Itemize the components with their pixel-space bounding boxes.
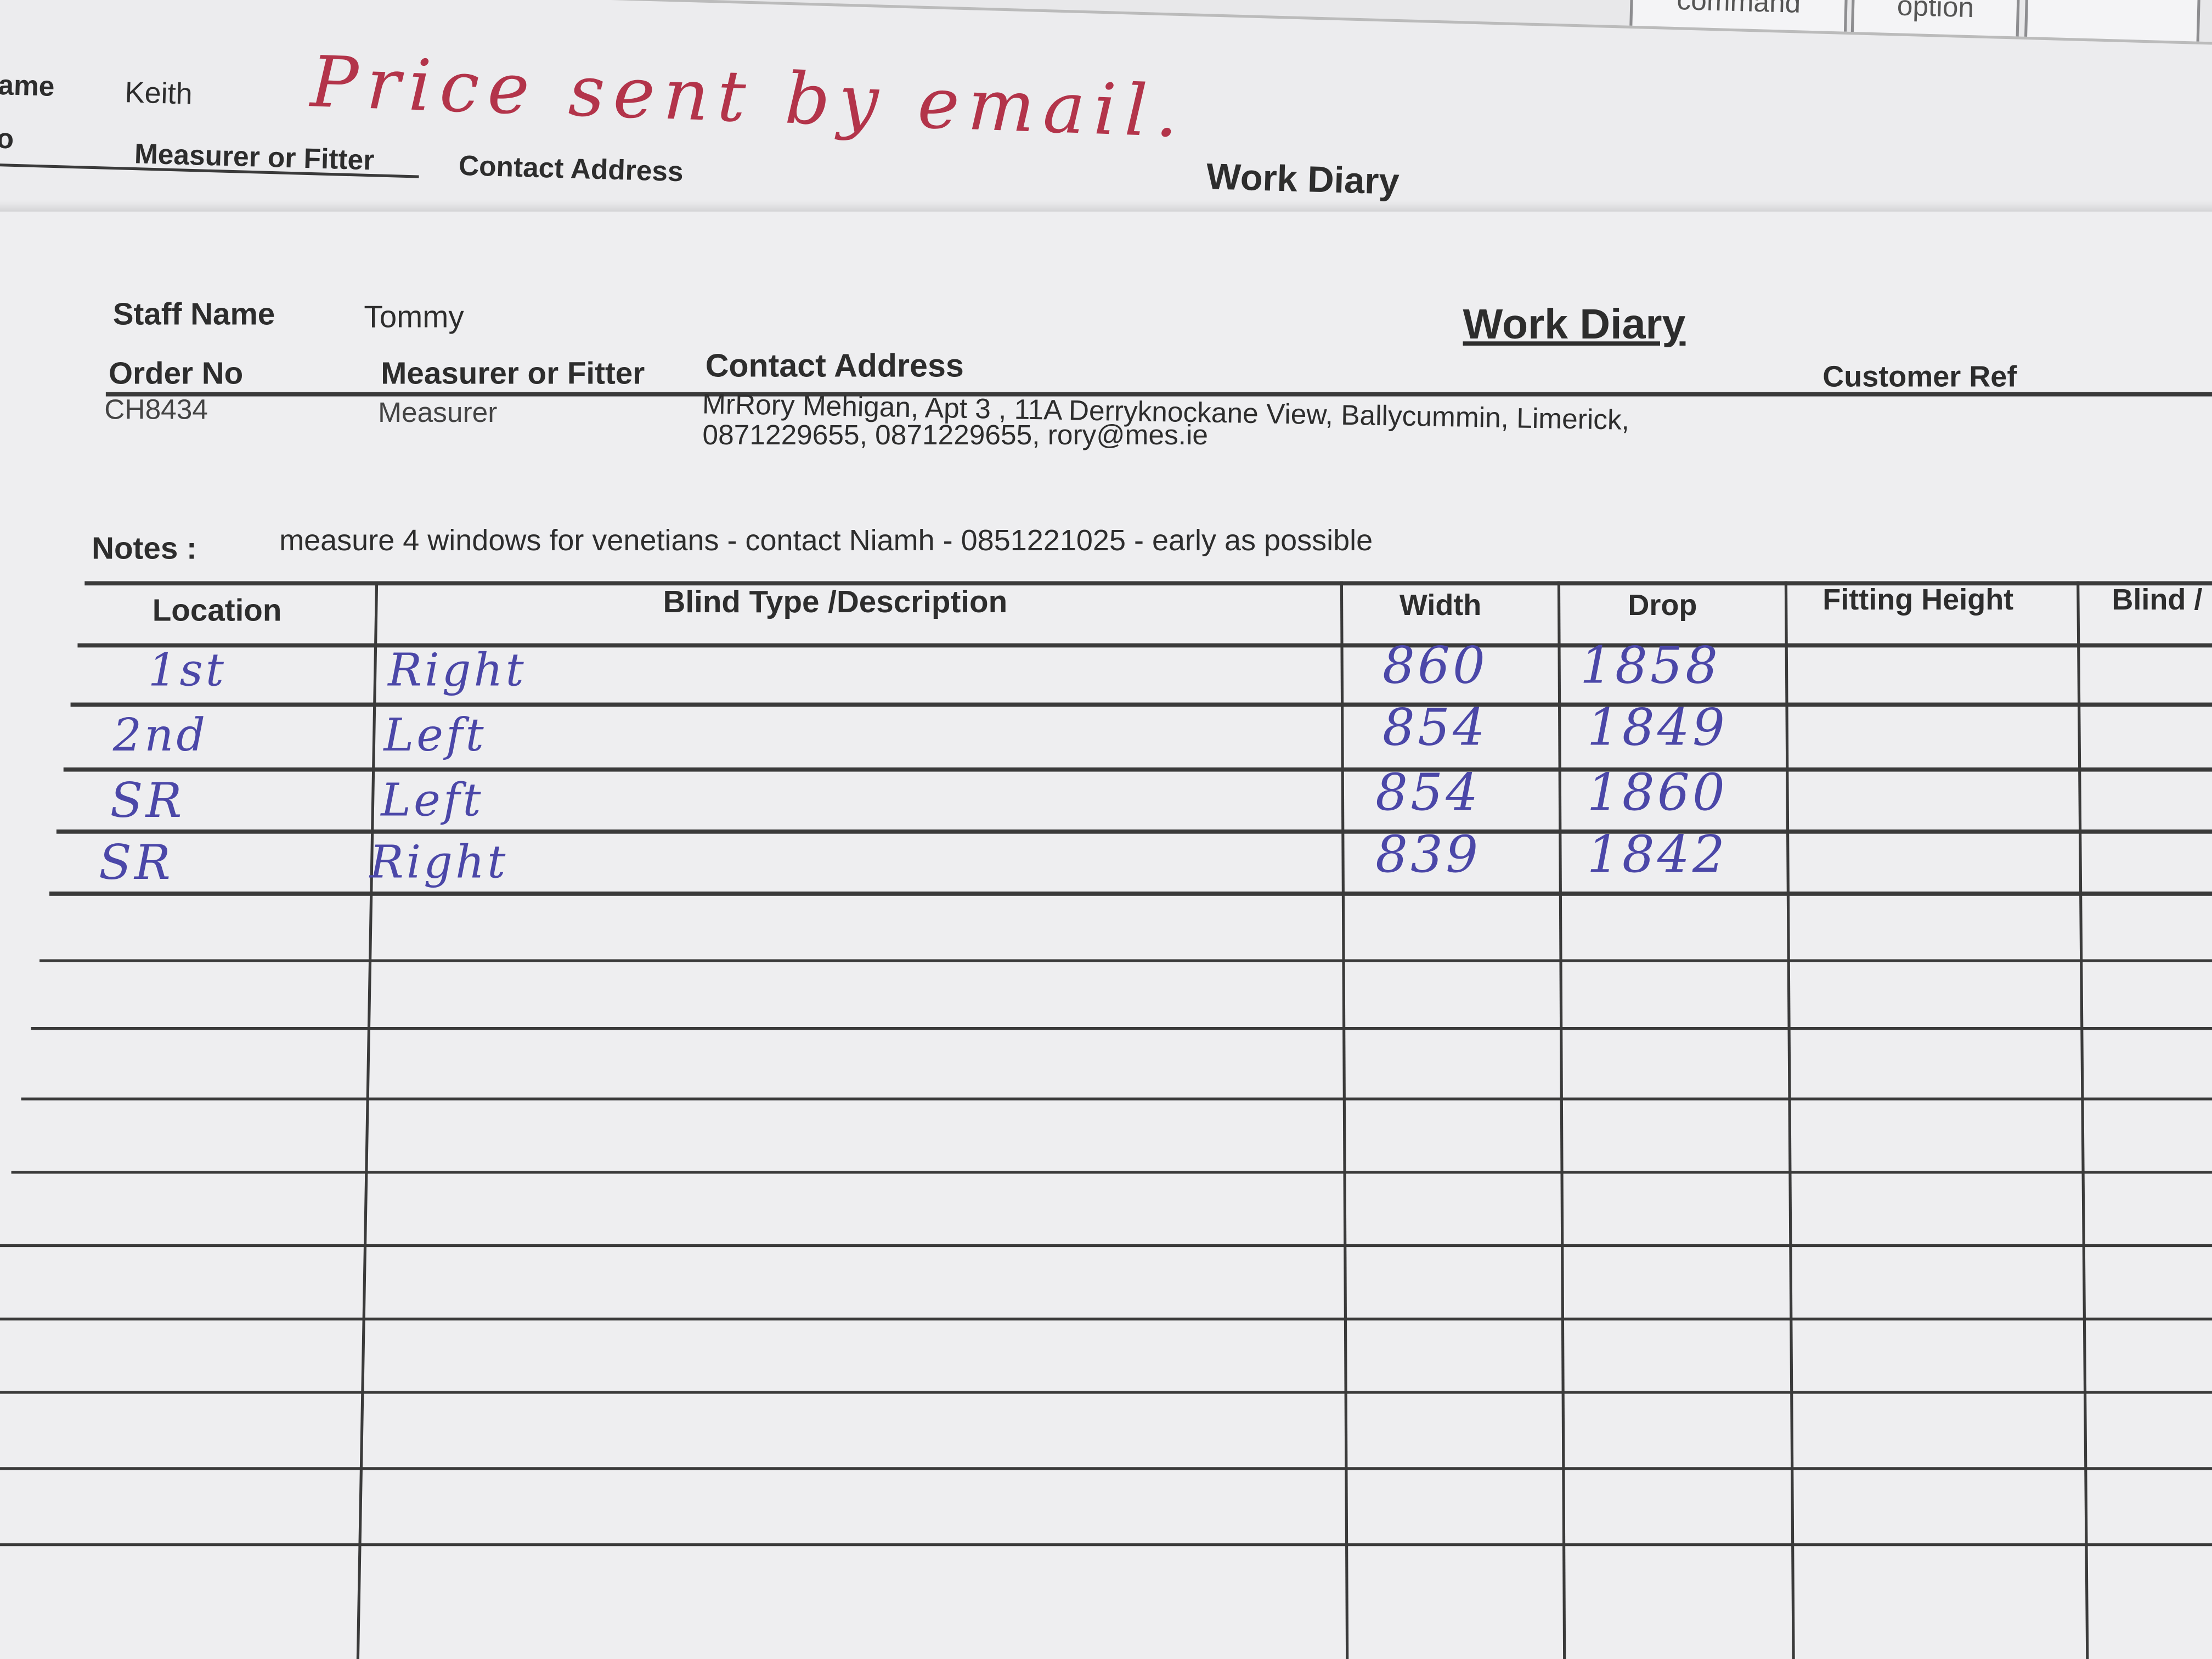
row-divider — [39, 959, 2212, 962]
contact-address-label: Contact Address — [705, 347, 964, 384]
row-divider — [49, 891, 2212, 896]
back-staff-label: ame — [0, 70, 55, 103]
row-divider — [0, 1317, 2212, 1321]
form-title: Work Diary — [1463, 302, 1686, 349]
contact-address-line2: 0871229655, 0871229655, rory@mes.ie — [702, 420, 1209, 452]
back-order-label: o — [0, 123, 14, 156]
row-location: 2nd — [112, 708, 208, 762]
row-width: 860 — [1382, 637, 1488, 696]
header-width: Width — [1399, 589, 1482, 622]
header-location: Location — [152, 592, 282, 628]
order-no-value: CH8434 — [104, 394, 208, 426]
row-location: 1st — [148, 643, 227, 697]
row-width: 839 — [1375, 826, 1481, 885]
column-divider — [1784, 581, 1795, 1659]
back-contact-label: Contact Address — [458, 151, 684, 183]
header-description: Blind Type /Description — [663, 584, 1008, 619]
row-drop: 1858 — [1579, 637, 1721, 696]
work-diary-form: Staff Name Tommy Work Diary Order No Mea… — [0, 211, 2212, 1659]
customer-ref-label: Customer Ref — [1822, 361, 2017, 394]
row-drop: 1849 — [1587, 699, 1728, 758]
notes-value: measure 4 windows for venetians - contac… — [279, 524, 1373, 557]
measurer-label: Measurer or Fitter — [381, 355, 645, 391]
row-drop: 1842 — [1587, 826, 1728, 885]
row-location: SR — [110, 773, 185, 830]
row-width: 854 — [1375, 764, 1481, 823]
row-description: Right — [388, 643, 527, 697]
row-divider — [56, 829, 2212, 834]
row-description: Right — [369, 835, 509, 889]
row-divider — [0, 1543, 2212, 1547]
column-divider — [1557, 581, 1566, 1659]
column-divider — [2076, 581, 2089, 1659]
order-no-label: Order No — [108, 355, 244, 391]
measurer-value: Measurer — [378, 398, 498, 429]
notes-label: Notes : — [92, 530, 197, 566]
row-divider — [0, 1391, 2212, 1394]
row-drop: 1860 — [1587, 764, 1728, 823]
row-divider — [21, 1097, 2212, 1101]
row-divider — [63, 767, 2212, 772]
header-blind: Blind / — [2112, 584, 2203, 617]
back-staff-value: Keith — [124, 76, 193, 111]
row-divider — [11, 1171, 2212, 1174]
header-fitting-height: Fitting Height — [1822, 584, 2014, 617]
row-width: 854 — [1382, 699, 1488, 758]
back-title: Work Diary — [1205, 155, 1400, 203]
staff-name-value: Tommy — [364, 299, 464, 335]
row-location: SR — [98, 835, 174, 892]
row-divider — [77, 643, 2212, 648]
row-divider — [70, 702, 2212, 707]
column-divider — [1340, 581, 1348, 1659]
header-drop: Drop — [1628, 589, 1697, 622]
staff-name-label: Staff Name — [112, 296, 275, 332]
header-divider — [105, 392, 2212, 397]
row-divider — [0, 1244, 2212, 1248]
row-description: Left — [381, 773, 484, 827]
column-divider — [356, 584, 377, 1659]
row-divider — [0, 1467, 2212, 1470]
row-description: Left — [383, 708, 487, 762]
row-divider — [31, 1026, 2212, 1030]
table-top-border — [84, 581, 2212, 586]
